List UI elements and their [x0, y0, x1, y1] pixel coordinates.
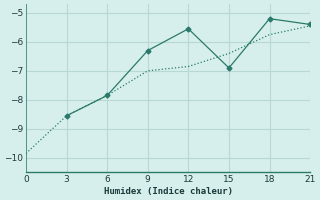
X-axis label: Humidex (Indice chaleur): Humidex (Indice chaleur): [104, 187, 233, 196]
